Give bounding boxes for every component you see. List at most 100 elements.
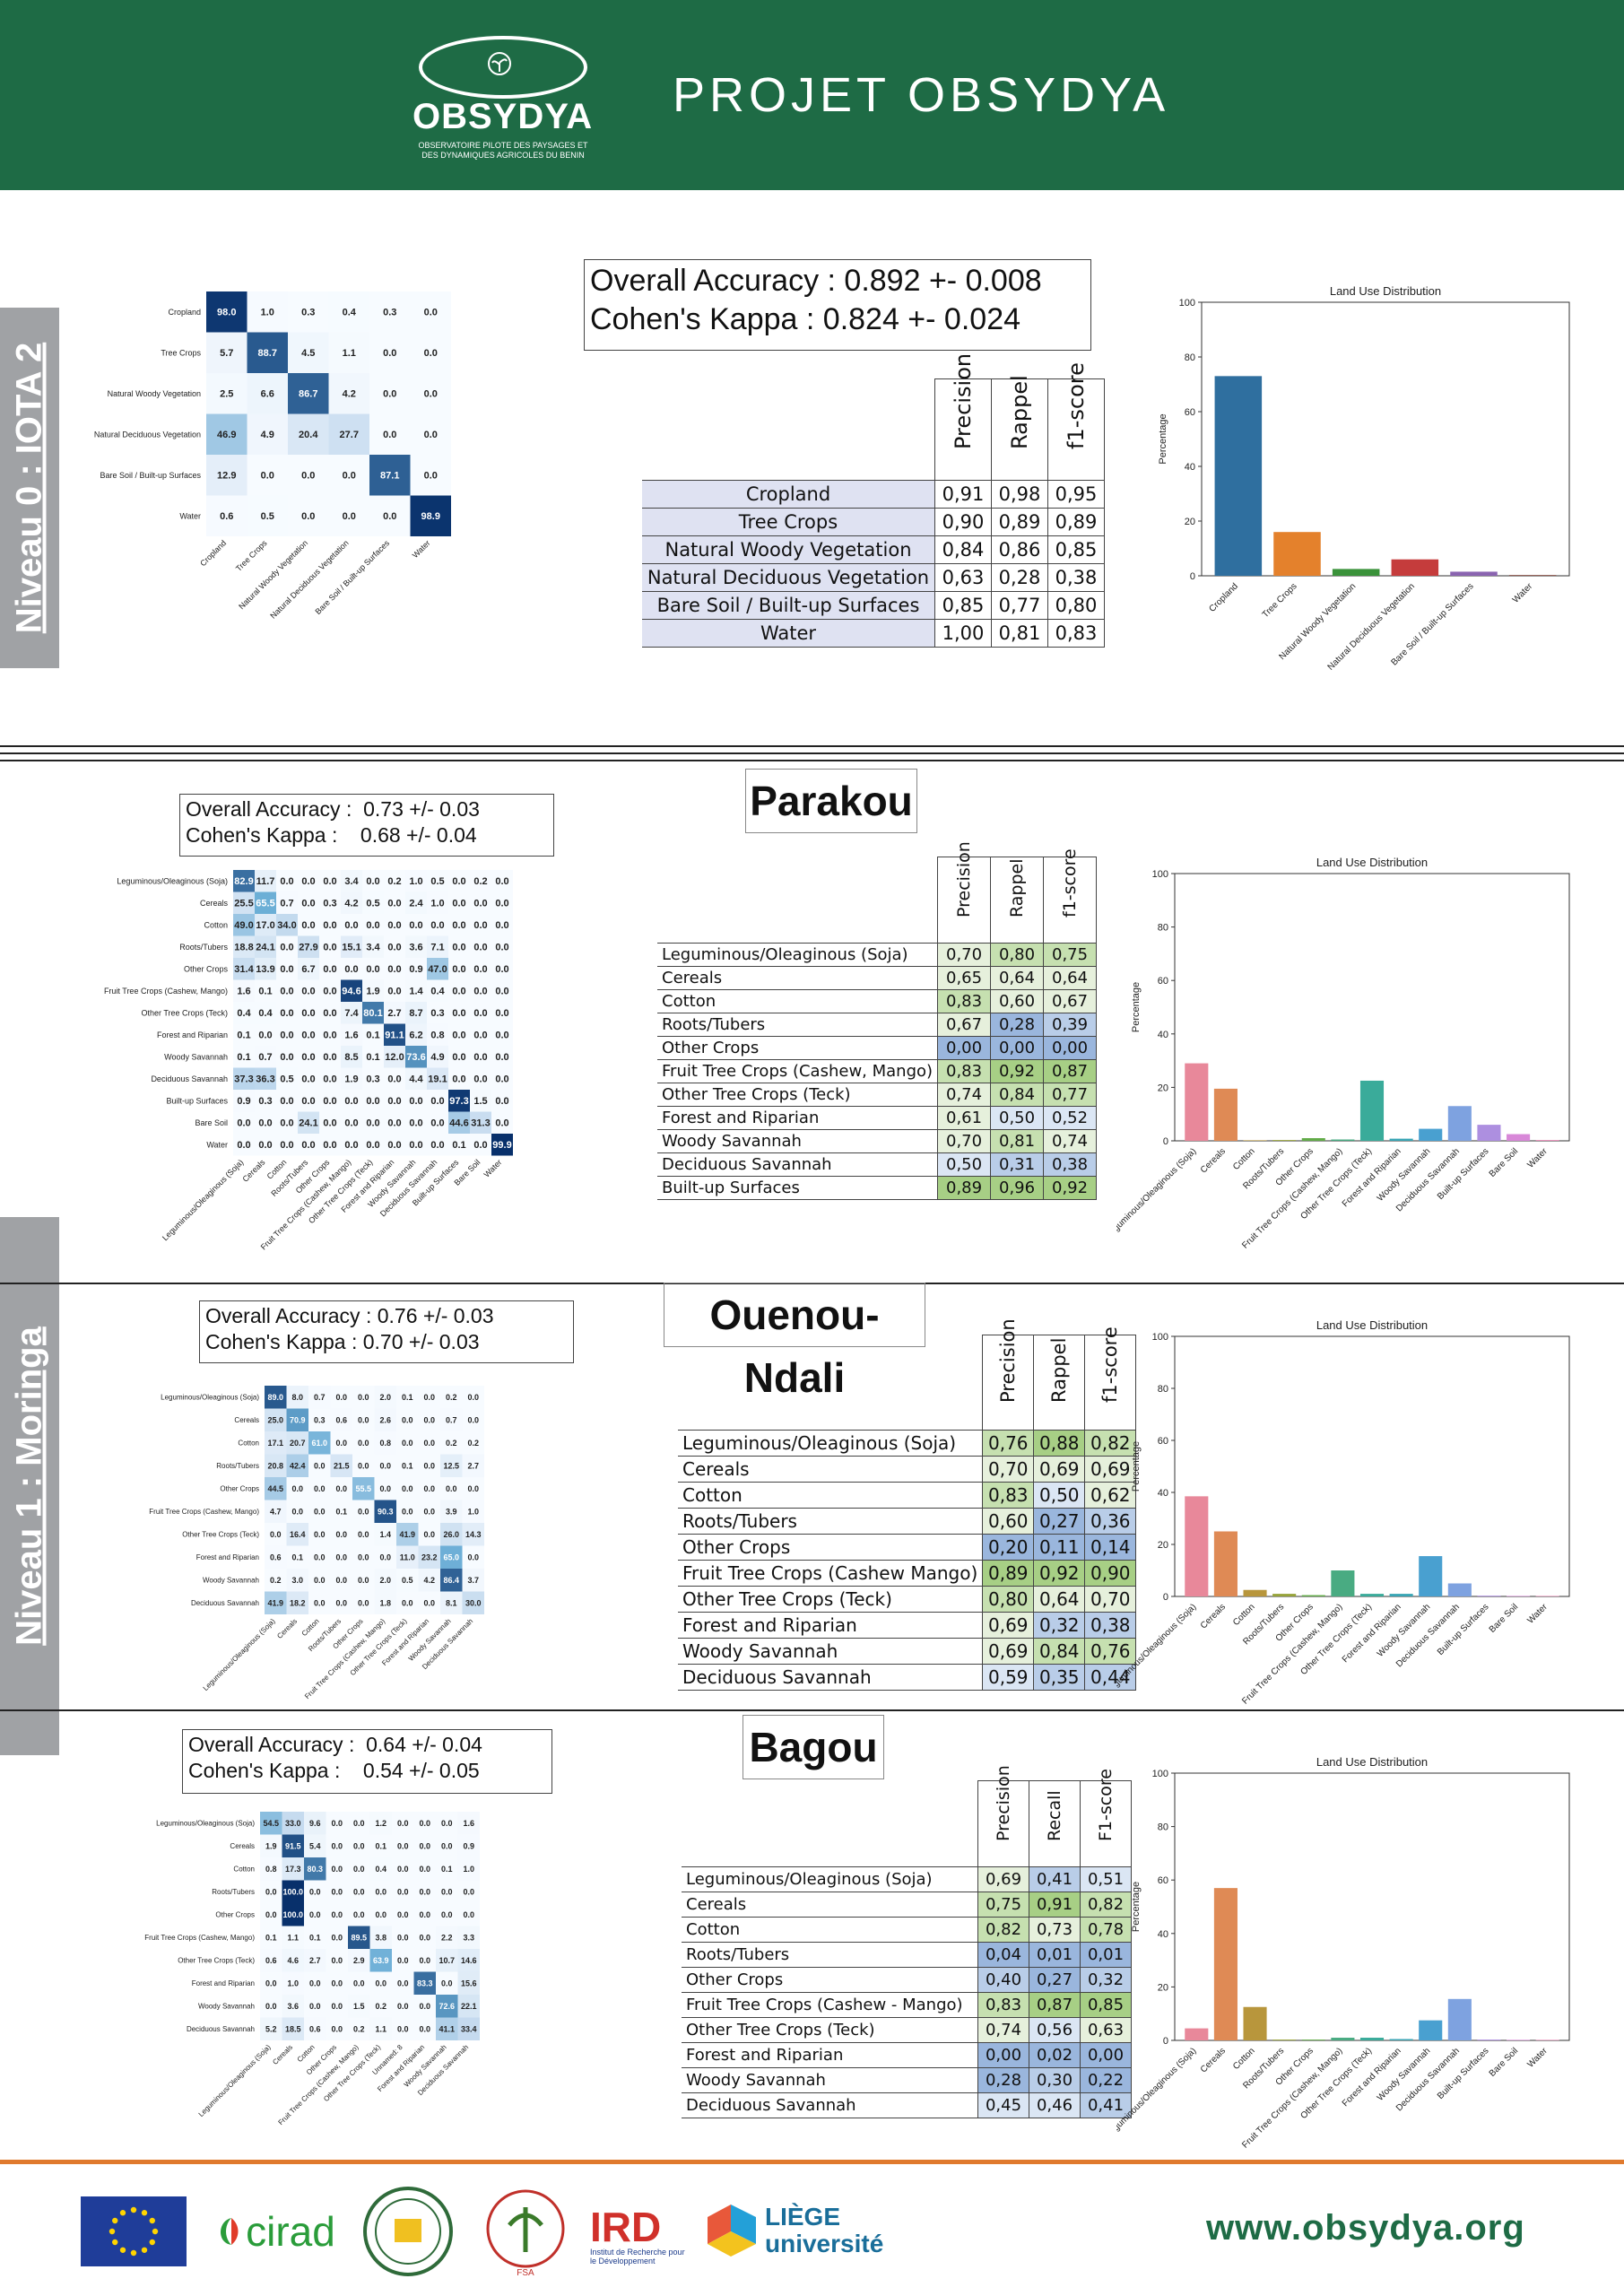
- cell-value: 0.0: [424, 388, 438, 399]
- bar: [1447, 1998, 1472, 2040]
- matrix-cell: [288, 455, 329, 496]
- matrix-cell: [276, 870, 298, 892]
- website-link[interactable]: www.obsydya.org: [1206, 2208, 1525, 2248]
- metric-value: 0,00: [1043, 1036, 1098, 1060]
- cell-value: 0.0: [366, 920, 379, 931]
- row-label: Roots/Tubers: [657, 1013, 939, 1037]
- metrics-table: Precision Rappel f1-score Leguminous/Oleagi…: [657, 841, 1098, 1200]
- matrix-cell: [265, 1591, 287, 1614]
- cell-value: 0.0: [473, 1052, 487, 1063]
- land-use-chart-ouenou: Land Use Distribution Percentage 0 20 40 60 80…: [1116, 1318, 1570, 1707]
- table-row: Leguminous/Oleaginous (Soja) 0,70 0,80 0,75: [657, 943, 1098, 967]
- matrix-cell: [326, 1903, 348, 1926]
- matrix-cell: [286, 1523, 308, 1546]
- matrix-cell: [330, 1523, 352, 1546]
- metric-value: 0,41: [1080, 2092, 1132, 2118]
- y-tick-label: 60: [1158, 976, 1168, 987]
- cell-value: 0.7: [314, 1393, 326, 1402]
- matrix-cell: [328, 332, 369, 373]
- cell-value: 0.0: [375, 1910, 386, 1919]
- matrix-cell: [418, 1591, 440, 1614]
- cell-value: 18.2: [290, 1598, 306, 1607]
- cell-value: 0.0: [387, 964, 401, 975]
- column-header-label: Precision: [951, 352, 976, 449]
- matrix-cell: [427, 979, 448, 1002]
- cell-value: 0.0: [335, 1552, 347, 1561]
- matrix-cell: [233, 1023, 255, 1046]
- cell-value: 0.0: [402, 1507, 413, 1516]
- matrix-cell: [427, 1067, 448, 1090]
- metric-value: 0,87: [1043, 1059, 1098, 1083]
- star-icon: [119, 2247, 126, 2253]
- matrix-cell: [396, 1386, 419, 1409]
- metric-value: 0,78: [1080, 1917, 1132, 1943]
- cell-value: 2.2: [441, 1933, 453, 1942]
- cell-value: 18.8: [234, 942, 253, 952]
- matrix-cell: [304, 1903, 326, 1926]
- matrix-cell: [260, 1949, 282, 1972]
- cell-value: 0.0: [495, 1074, 508, 1084]
- cell-value: 0.2: [270, 1576, 282, 1585]
- matrix-cell: [470, 870, 491, 892]
- bar: [1477, 1125, 1501, 1141]
- matrix-cell: [362, 1111, 384, 1134]
- cell-value: 0.8: [379, 1439, 391, 1448]
- matrix-cell: [304, 1834, 326, 1857]
- matrix-cell: [348, 1903, 370, 1926]
- logo-wordmark: OBSYDYA: [413, 97, 594, 136]
- cohens-kappa: Cohen's Kappa : 0.70 +/- 0.03: [205, 1329, 480, 1353]
- matrix-cell: [341, 1002, 362, 1024]
- row-label: Other Tree Crops (Teck): [182, 1530, 259, 1538]
- row-label: Water: [642, 619, 935, 648]
- matrix-cell: [418, 1431, 440, 1455]
- matrix-cell: [362, 1046, 384, 1068]
- cell-value: 89.0: [267, 1393, 283, 1402]
- cell-value: 0.0: [423, 1598, 435, 1607]
- matrix-cell: [247, 455, 288, 496]
- cell-value: 0.4: [258, 1008, 273, 1019]
- metrics-table: Precision Recall F1-score Leguminous/Oleagi…: [682, 1765, 1132, 2118]
- row-label: Other Tree Crops (Teck): [178, 1956, 255, 1964]
- metric-value: 0,91: [1029, 1892, 1081, 1918]
- matrix-cell: [341, 1067, 362, 1090]
- metric-value: 0,84: [990, 1083, 1045, 1107]
- cell-value: 0.0: [366, 876, 379, 887]
- cell-value: 0.0: [383, 388, 396, 399]
- matrix-cell: [462, 1545, 484, 1569]
- matrix-cell: [319, 870, 341, 892]
- cell-value: 46.9: [217, 430, 236, 440]
- metric-value: 0,82: [1084, 1430, 1137, 1457]
- cell-value: 0.0: [358, 1415, 369, 1424]
- table-row: Cereals 0,75 0,91 0,82: [682, 1892, 1132, 1918]
- cell-value: 0.2: [473, 876, 487, 887]
- matrix-cell: [410, 455, 451, 496]
- row-label: Forest and Riparian: [657, 1106, 939, 1130]
- cell-value: 0.0: [335, 1598, 347, 1607]
- row-label: Leguminous/Oleaginous (Soja): [682, 1866, 978, 1892]
- cell-value: 3.4: [366, 942, 380, 952]
- matrix-cell: [413, 2017, 436, 2040]
- matrix-cell: [330, 1545, 352, 1569]
- cell-value: 12.0: [385, 1052, 404, 1063]
- cell-value: 0.3: [430, 1008, 444, 1019]
- matrix-cell: [276, 891, 298, 914]
- cell-value: 11.7: [256, 876, 275, 887]
- matrix-cell: [392, 1812, 414, 1835]
- metric-value: 0,77: [1043, 1083, 1098, 1107]
- x-tick-label: Cereals: [1199, 1146, 1228, 1175]
- metric-value: 0,59: [982, 1664, 1035, 1691]
- metric-value: 0,60: [990, 989, 1045, 1013]
- row-label: Fruit Tree Crops (Cashew, Mango): [144, 1934, 255, 1942]
- cell-value: 4.2: [423, 1576, 435, 1585]
- matrix-cell: [255, 891, 276, 914]
- cell-value: 0.0: [423, 1415, 435, 1424]
- cell-value: 1.4: [379, 1530, 391, 1539]
- matrix-cell: [362, 891, 384, 914]
- matrix-cell: [233, 1111, 255, 1134]
- matrix-cell: [255, 935, 276, 958]
- bar: [1419, 1128, 1443, 1141]
- cell-value: 86.7: [299, 388, 317, 399]
- metric-value: 0,84: [934, 535, 992, 564]
- cell-value: 1.1: [287, 1933, 299, 1942]
- cell-value: 2.7: [467, 1461, 479, 1470]
